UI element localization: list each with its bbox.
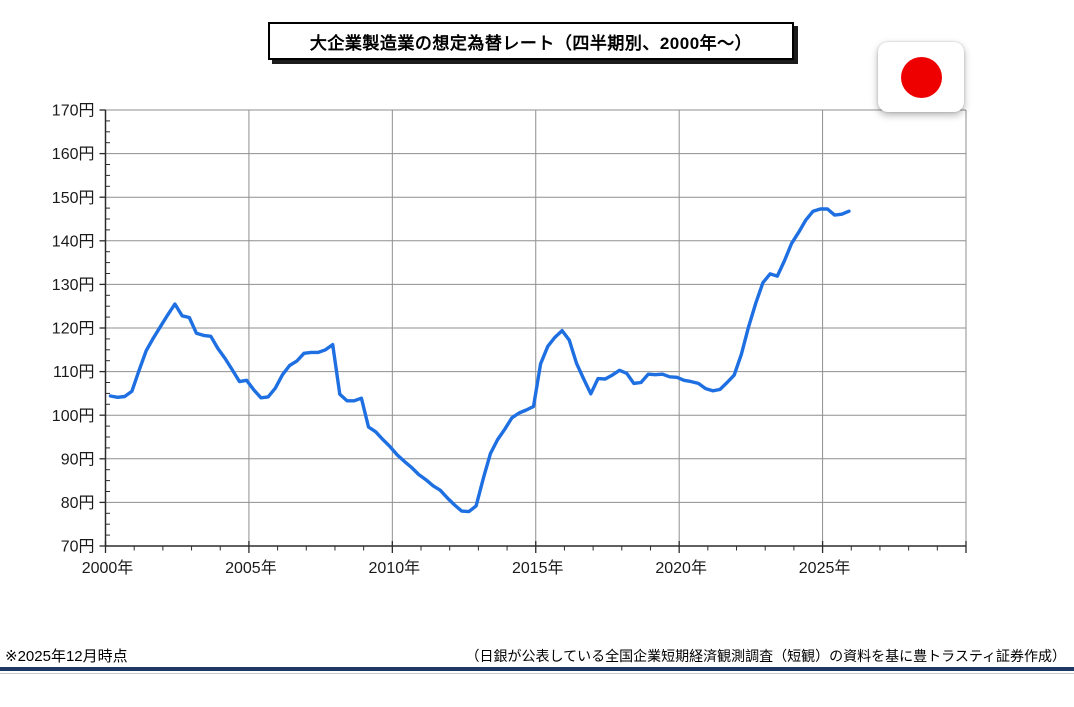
y-tick-label: 140円	[52, 233, 95, 250]
y-tick-label: 90円	[61, 451, 95, 468]
x-tick-label: 2010年	[369, 559, 421, 577]
footnote-as-of: ※2025年12月時点	[5, 648, 128, 665]
japan-flag-sun	[900, 56, 942, 98]
y-tick-label: 80円	[61, 495, 95, 512]
chart-title: 大企業製造業の想定為替レート（四半期別、2000年～）	[309, 33, 753, 53]
footer-divider	[0, 667, 1074, 671]
y-tick-label: 70円	[61, 539, 95, 556]
rate-line	[108, 207, 851, 514]
y-tick-label: 150円	[52, 190, 95, 207]
y-tick-label: 160円	[52, 146, 95, 163]
x-tick-label: 2000年	[82, 559, 134, 577]
x-tick-label: 2020年	[655, 559, 707, 577]
footnote-source: （日銀が公表している全国企業短期経済観測調査（短観）の資料を基に豊トラスティ証券…	[465, 648, 1066, 664]
x-tick-label: 2005年	[225, 559, 277, 577]
footer-divider-shadow	[0, 673, 1074, 674]
y-tick-label: 170円	[52, 103, 95, 120]
y-tick-label: 110円	[53, 364, 95, 381]
japan-flag-icon	[878, 42, 964, 112]
x-tick-label: 2025年	[799, 559, 851, 577]
y-tick-label: 130円	[52, 277, 95, 294]
y-tick-label: 100円	[52, 408, 95, 425]
chart-title-box: 大企業製造業の想定為替レート（四半期別、2000年～）	[268, 22, 794, 60]
y-tick-label: 120円	[52, 321, 95, 338]
x-tick-label: 2015年	[512, 559, 564, 577]
